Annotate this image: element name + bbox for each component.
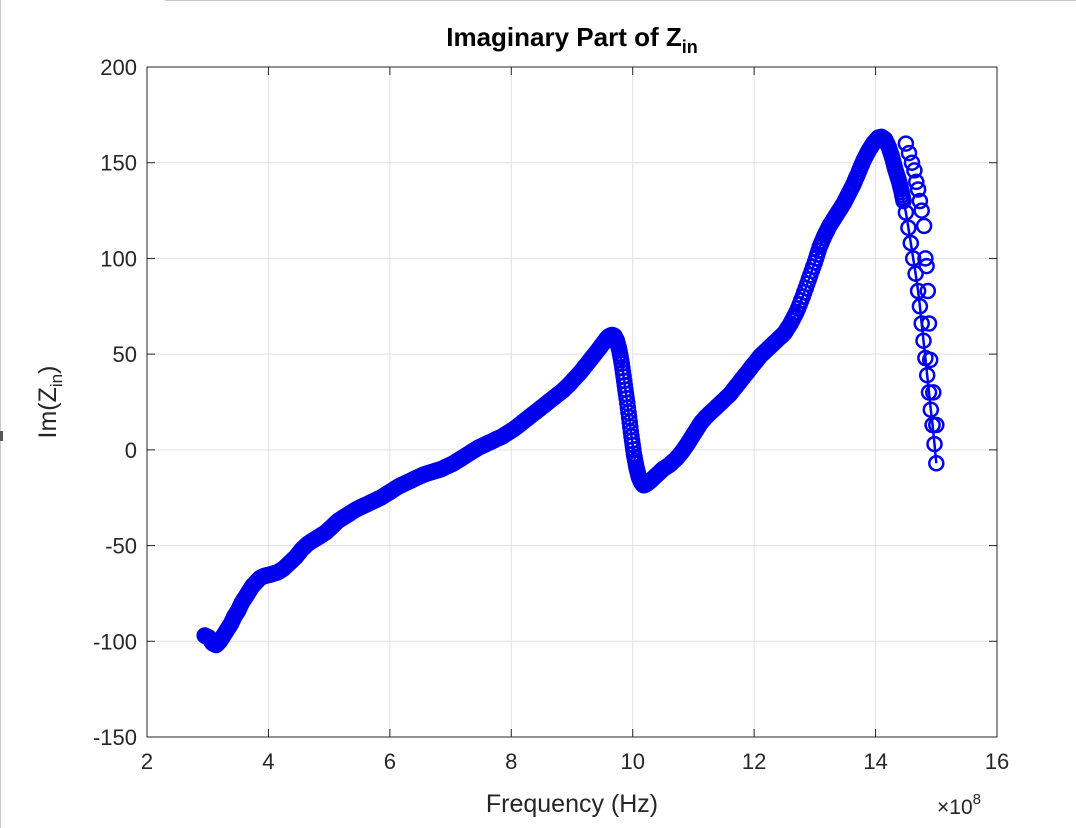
x-tick-label: 14 (863, 749, 887, 774)
data-point-marker (904, 250, 922, 267)
data-point-marker (913, 202, 930, 219)
data-point-marker (922, 401, 940, 418)
data-point-marker (925, 384, 942, 401)
plot-area-frame (146, 66, 998, 738)
data-point-marker (913, 315, 930, 332)
data-point-marker (897, 135, 915, 152)
data-point-marker (907, 265, 924, 282)
data-point-marker (920, 315, 938, 332)
y-tick-label: 0 (125, 438, 137, 463)
data-point-marker (900, 219, 917, 237)
y-tick-label: 100 (100, 246, 137, 271)
data-point-marker (903, 154, 921, 171)
data-point-marker (915, 217, 933, 235)
data-point-marker (902, 234, 920, 252)
data-point-marker (906, 162, 923, 179)
x-tick-label: 2 (141, 749, 153, 774)
tick-layer: 2 4 6 8 10 12 14 16 -150 -100 -50 0 50 100 150 200 (93, 55, 1009, 774)
data-point-marker (909, 181, 927, 198)
data-point-marker (908, 173, 925, 191)
data-point-marker (928, 455, 945, 472)
data-point-marker (897, 204, 915, 221)
x-tick-label: 6 (384, 749, 396, 774)
data-point-marker (917, 250, 934, 267)
x-axis-label: Frequency (Hz) (486, 790, 658, 818)
data-point-marker (919, 282, 937, 300)
data-point-marker (900, 144, 918, 162)
data-point-marker (926, 435, 943, 453)
x-tick-label: 10 (620, 749, 644, 774)
data-layer (196, 128, 945, 654)
data-point-marker (911, 298, 929, 315)
data-point-marker (928, 416, 945, 434)
data-point-marker (915, 332, 932, 349)
window-edge-top (165, 0, 1076, 1)
data-point-marker (918, 366, 936, 384)
x-tick-label: 12 (742, 749, 766, 774)
y-tick-label: -50 (105, 534, 137, 559)
y-axis-label: Im(Zin) (34, 366, 66, 439)
data-point-marker (911, 192, 929, 210)
y-tick-label: -100 (93, 629, 137, 654)
data-point-marker (918, 257, 935, 275)
y-tick-label: 200 (100, 55, 137, 80)
y-tick-label: 150 (100, 151, 137, 176)
x-tick-label: 16 (985, 749, 1009, 774)
x-exponent-label: ×108 (937, 791, 981, 819)
chart-title: Imaginary Part of Zin (446, 22, 698, 57)
x-tick-label: 4 (262, 749, 274, 774)
y-tick-label: 50 (113, 342, 137, 367)
window-edge-left (0, 0, 1, 828)
y-tick-label: -150 (93, 725, 137, 750)
data-point-marker (921, 351, 939, 369)
data-point-marker (895, 192, 912, 210)
data-point-marker (909, 282, 927, 300)
x-tick-label: 8 (505, 749, 517, 774)
window-resize-tick (0, 431, 3, 441)
